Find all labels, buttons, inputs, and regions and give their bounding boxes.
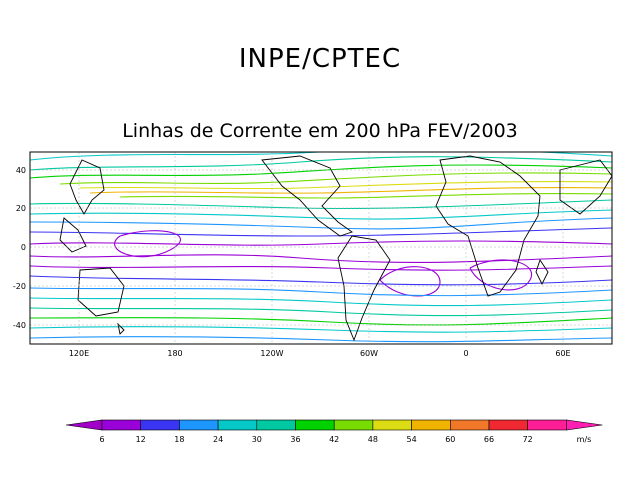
- colorbar-swatch: [140, 419, 180, 431]
- colorbar-tick-label: 54: [407, 435, 417, 444]
- lat-label: 40: [16, 166, 26, 175]
- colorbar-tick-label: 6: [99, 435, 104, 444]
- lon-label: 0: [463, 349, 468, 358]
- longitude-labels: 120E 180 120W 60W 0 60E: [69, 349, 571, 358]
- colorbar-swatch: [217, 419, 258, 431]
- colorbar-swatch: [411, 419, 451, 431]
- latitude-labels: 40 20 0 -20 -40: [13, 166, 26, 330]
- colorbar-tick-label: 36: [290, 435, 300, 444]
- colorbar-swatch: [179, 419, 219, 431]
- lon-label: 60W: [360, 349, 378, 358]
- colorbar-tick-label: 30: [252, 435, 262, 444]
- lat-label: 20: [16, 204, 26, 213]
- lat-label: 0: [21, 243, 26, 252]
- colorbar-swatch: [488, 419, 529, 431]
- colorbar: 6 12 18 24 30 36 42 48 54 60 66 72: [65, 419, 603, 444]
- colorbar-tick-label: 12: [136, 435, 146, 444]
- colorbar-swatch: [449, 419, 490, 431]
- coastlines: [59, 155, 612, 342]
- lon-label: 60E: [555, 349, 570, 358]
- colorbar-swatch: [256, 419, 296, 431]
- colorbar-tick-label: 72: [523, 435, 533, 444]
- colorbar-unit: m/s: [577, 435, 592, 444]
- map-frame: [29, 151, 613, 345]
- colorbar-swatch: [295, 419, 335, 431]
- colorbar-swatch: [527, 419, 567, 431]
- colorbar-over-triangle: [566, 419, 603, 431]
- colorbar-tick-label: 60: [445, 435, 455, 444]
- graticule: [30, 152, 612, 344]
- streamlines: [30, 152, 612, 343]
- colorbar-tick-label: 18: [174, 435, 184, 444]
- lon-label: 120W: [260, 349, 283, 358]
- colorbar-tick-label: 24: [213, 435, 223, 444]
- organization-title: INPE/CPTEC: [238, 44, 402, 74]
- map-title: Linhas de Corrente em 200 hPa FEV/2003: [122, 120, 518, 142]
- lat-label: -40: [13, 321, 26, 330]
- colorbar-under-triangle: [65, 419, 103, 431]
- lon-label: 120E: [69, 349, 89, 358]
- lat-label: -20: [13, 282, 26, 291]
- lon-label: 180: [167, 349, 182, 358]
- colorbar-tick-label: 42: [329, 435, 339, 444]
- colorbar-tick-label: 66: [484, 435, 494, 444]
- colorbar-tick-label: 48: [368, 435, 378, 444]
- colorbar-swatch: [372, 419, 412, 431]
- colorbar-swatch: [101, 419, 142, 431]
- colorbar-swatch: [333, 419, 374, 431]
